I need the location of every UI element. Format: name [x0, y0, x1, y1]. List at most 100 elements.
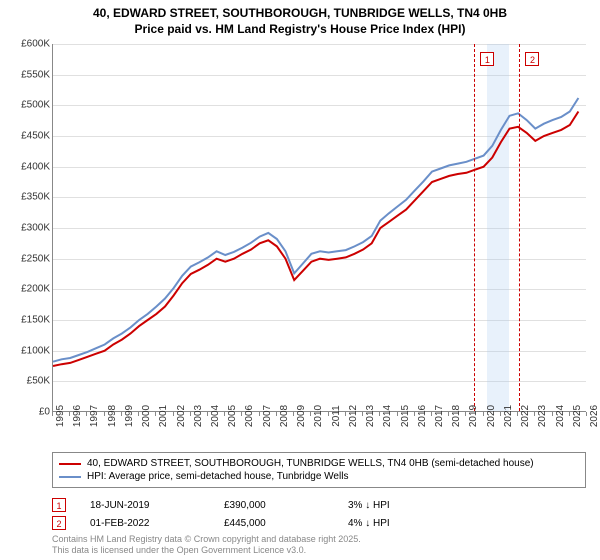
plot-area: 12	[52, 44, 586, 412]
y-tick-label: £250K	[6, 253, 50, 264]
x-tick-label: 2015	[400, 405, 411, 427]
transaction-date: 01-FEB-2022	[90, 518, 200, 529]
y-tick-label: £100K	[6, 345, 50, 356]
title-line-2: Price paid vs. HM Land Registry's House …	[0, 22, 600, 38]
x-tick-mark	[241, 412, 242, 416]
x-tick-label: 2007	[262, 405, 273, 427]
marker-label: 2	[525, 52, 539, 66]
marker-line	[519, 44, 520, 411]
x-tick-mark	[121, 412, 122, 416]
y-tick-label: £500K	[6, 100, 50, 111]
x-tick-label: 1995	[55, 405, 66, 427]
x-tick-label: 2009	[296, 405, 307, 427]
x-tick-label: 2003	[193, 405, 204, 427]
x-tick-label: 2021	[503, 405, 514, 427]
x-tick-mark	[431, 412, 432, 416]
x-tick-label: 1998	[107, 405, 118, 427]
transaction-marker-icon: 1	[52, 498, 66, 512]
transaction-delta: 4% ↓ HPI	[348, 518, 390, 529]
title-line-1: 40, EDWARD STREET, SOUTHBOROUGH, TUNBRID…	[0, 6, 600, 22]
x-tick-mark	[138, 412, 139, 416]
y-tick-label: £550K	[6, 69, 50, 80]
x-tick-label: 2011	[331, 405, 342, 427]
x-tick-mark	[259, 412, 260, 416]
x-tick-label: 2005	[227, 405, 238, 427]
x-tick-label: 2006	[244, 405, 255, 427]
marker-line	[474, 44, 475, 411]
x-tick-label: 2001	[158, 405, 169, 427]
attribution: Contains HM Land Registry data © Crown c…	[52, 534, 361, 556]
legend-item: HPI: Average price, semi-detached house,…	[59, 470, 579, 483]
y-tick-label: £350K	[6, 192, 50, 203]
x-tick-mark	[52, 412, 53, 416]
x-tick-label: 1996	[72, 405, 83, 427]
y-tick-label: £150K	[6, 315, 50, 326]
y-tick-label: £300K	[6, 223, 50, 234]
y-tick-label: £50K	[6, 376, 50, 387]
x-tick-mark	[465, 412, 466, 416]
transactions-table: 1 18-JUN-2019 £390,000 3% ↓ HPI 2 01-FEB…	[52, 496, 586, 532]
x-tick-label: 2014	[382, 405, 393, 427]
line-series-svg	[53, 44, 587, 412]
series-hpi	[53, 98, 578, 362]
x-tick-label: 2002	[176, 405, 187, 427]
x-tick-label: 2023	[537, 405, 548, 427]
legend-label: HPI: Average price, semi-detached house,…	[87, 471, 348, 482]
x-tick-mark	[586, 412, 587, 416]
x-tick-mark	[207, 412, 208, 416]
x-tick-mark	[328, 412, 329, 416]
transaction-delta: 3% ↓ HPI	[348, 500, 390, 511]
y-tick-label: £450K	[6, 131, 50, 142]
y-tick-label: £200K	[6, 284, 50, 295]
attribution-line-1: Contains HM Land Registry data © Crown c…	[52, 534, 361, 545]
transaction-row: 2 01-FEB-2022 £445,000 4% ↓ HPI	[52, 514, 586, 532]
chart-title: 40, EDWARD STREET, SOUTHBOROUGH, TUNBRID…	[0, 0, 600, 37]
x-tick-mark	[104, 412, 105, 416]
y-tick-label: £400K	[6, 161, 50, 172]
legend-swatch	[59, 463, 81, 465]
legend-label: 40, EDWARD STREET, SOUTHBOROUGH, TUNBRID…	[87, 458, 534, 469]
x-tick-mark	[173, 412, 174, 416]
x-tick-mark	[569, 412, 570, 416]
x-tick-label: 2026	[589, 405, 600, 427]
x-tick-label: 2018	[451, 405, 462, 427]
x-tick-mark	[534, 412, 535, 416]
x-tick-label: 2025	[572, 405, 583, 427]
transaction-date: 18-JUN-2019	[90, 500, 200, 511]
x-tick-mark	[224, 412, 225, 416]
y-tick-label: £0	[6, 407, 50, 418]
x-tick-mark	[86, 412, 87, 416]
x-tick-mark	[448, 412, 449, 416]
x-tick-label: 2013	[365, 405, 376, 427]
legend-swatch	[59, 476, 81, 478]
series-price_paid	[53, 112, 578, 367]
x-tick-mark	[414, 412, 415, 416]
x-tick-label: 2019	[468, 405, 479, 427]
x-tick-label: 2022	[520, 405, 531, 427]
legend: 40, EDWARD STREET, SOUTHBOROUGH, TUNBRID…	[52, 452, 586, 488]
x-tick-mark	[362, 412, 363, 416]
x-tick-mark	[155, 412, 156, 416]
x-tick-mark	[379, 412, 380, 416]
chart-container: 40, EDWARD STREET, SOUTHBOROUGH, TUNBRID…	[0, 0, 600, 560]
transaction-price: £445,000	[224, 518, 324, 529]
x-tick-label: 1999	[124, 405, 135, 427]
x-tick-label: 2010	[313, 405, 324, 427]
x-tick-mark	[345, 412, 346, 416]
x-tick-label: 2024	[555, 405, 566, 427]
x-tick-mark	[517, 412, 518, 416]
x-tick-mark	[293, 412, 294, 416]
x-tick-label: 2017	[434, 405, 445, 427]
x-tick-label: 2020	[486, 405, 497, 427]
x-tick-mark	[69, 412, 70, 416]
x-tick-label: 2000	[141, 405, 152, 427]
x-tick-mark	[500, 412, 501, 416]
transaction-row: 1 18-JUN-2019 £390,000 3% ↓ HPI	[52, 496, 586, 514]
x-tick-label: 2012	[348, 405, 359, 427]
x-tick-label: 2008	[279, 405, 290, 427]
attribution-line-2: This data is licensed under the Open Gov…	[52, 545, 361, 556]
x-tick-mark	[397, 412, 398, 416]
y-tick-label: £600K	[6, 39, 50, 50]
x-tick-label: 2004	[210, 405, 221, 427]
x-tick-label: 1997	[89, 405, 100, 427]
